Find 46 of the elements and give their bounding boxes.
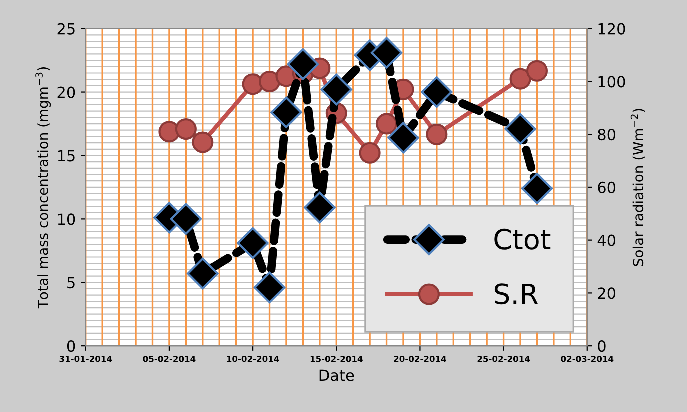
y2-axis-title: Solar radiation (Wm$^{−2}$) <box>630 109 646 266</box>
y-tick-label: 20 <box>58 86 76 98</box>
x-axis-title: Date <box>320 370 354 382</box>
y-tick-label: 15 <box>58 150 75 162</box>
x-tick-label: 20-02-2014 <box>394 356 446 362</box>
point <box>270 96 302 128</box>
x-tick-label: 15-02-2014 <box>310 356 363 362</box>
y2-tick-label: 80 <box>598 129 616 141</box>
point <box>187 258 219 290</box>
point <box>426 124 448 146</box>
x-tick-label: 31-01-2014 <box>60 356 112 362</box>
point <box>421 76 453 108</box>
point <box>175 118 197 140</box>
point <box>258 70 281 92</box>
point <box>504 113 536 145</box>
y-tick-label: 10 <box>58 214 76 226</box>
point <box>359 142 381 164</box>
point <box>371 37 403 69</box>
point <box>287 48 319 80</box>
y-tick-label: 25 <box>58 23 75 35</box>
point <box>254 272 286 304</box>
legend-label: S.R <box>494 284 538 305</box>
y2-tick-label: 40 <box>598 234 616 246</box>
point <box>510 68 532 90</box>
y-axis-title: Total mass concentration (mgm$^{−3}$) <box>36 68 52 309</box>
y2-tick-label: 20 <box>598 288 616 300</box>
y2-tick-label: 60 <box>598 182 616 194</box>
point <box>521 172 554 205</box>
point <box>192 132 214 154</box>
point <box>320 74 352 106</box>
point <box>376 113 398 135</box>
y-tick-label: 0 <box>67 340 76 352</box>
point <box>237 228 269 260</box>
y-tick-label: 5 <box>68 277 75 289</box>
x-tick-label: 05-02-2014 <box>143 356 196 362</box>
x-tick-label: 25-02-2014 <box>478 356 530 362</box>
point <box>304 192 336 224</box>
point <box>388 122 420 154</box>
y2-tick-label: 0 <box>598 340 606 352</box>
x-tick-label: 02-03-2014 <box>561 356 614 362</box>
legend-label: Ctot <box>494 228 551 250</box>
point <box>170 203 202 235</box>
y2-tick-label: 120 <box>598 23 626 35</box>
point <box>526 60 548 82</box>
y2-tick-label: 100 <box>598 76 626 88</box>
x-tick-label: 10-02-2014 <box>227 356 280 362</box>
